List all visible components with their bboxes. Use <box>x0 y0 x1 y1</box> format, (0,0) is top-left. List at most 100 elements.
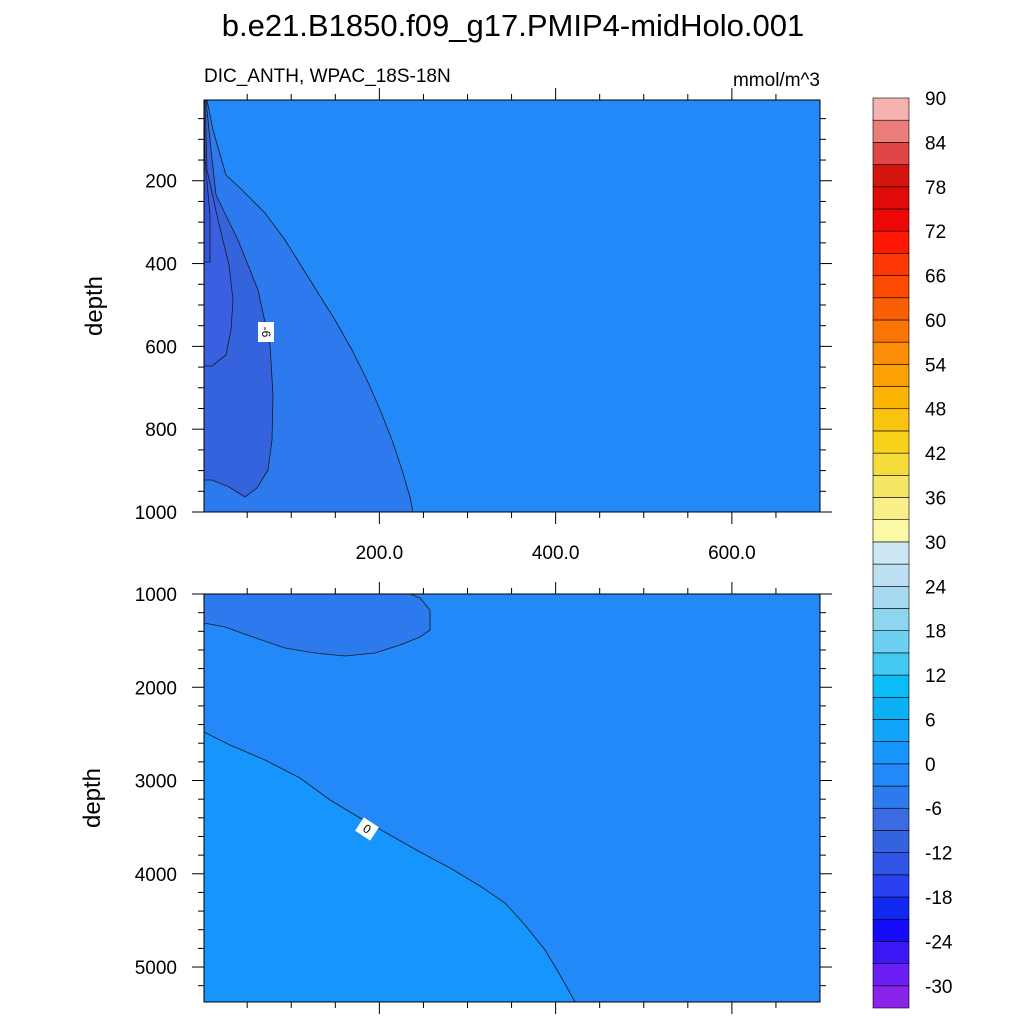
colorbar-swatch <box>872 585 910 609</box>
colorbar-label: 54 <box>925 355 947 376</box>
colorbar-swatch <box>872 297 910 321</box>
colorbar-label: -6 <box>925 799 942 820</box>
colorbar-swatch <box>872 563 910 587</box>
colorbar-label: -18 <box>925 888 952 909</box>
subtitle-left: DIC_ANTH, WPAC_18S-18N <box>204 66 451 87</box>
colorbar-label: 6 <box>925 710 936 731</box>
colorbar-label: -24 <box>925 932 953 953</box>
colorbar-label: 48 <box>925 400 946 421</box>
colorbar-swatch <box>872 142 910 165</box>
lower-y-tick-label: 5000 <box>135 958 177 979</box>
colorbar-swatch <box>872 985 910 1009</box>
upper-region-minus12 <box>204 100 210 262</box>
colorbar-swatch <box>872 608 910 631</box>
colorbar-label: 66 <box>925 267 946 288</box>
colorbar-swatch <box>872 674 910 698</box>
colorbar-swatch <box>872 452 910 476</box>
lower-ticks: 1000 2000 3000 4000 5000 <box>135 582 832 1014</box>
colorbar-label: 84 <box>925 133 947 154</box>
colorbar-swatch <box>872 541 910 565</box>
upper-y-tick-label: 600 <box>145 337 177 358</box>
upper-ticks: 200.0 400.0 600.0 200 400 600 800 1000 <box>135 88 832 564</box>
upper-x-tick-label: 400.0 <box>532 543 580 564</box>
colorbar-swatch <box>872 918 910 942</box>
upper-panel: -6 200.0 400.0 600.0 200 400 600 800 1000 <box>135 88 832 564</box>
lower-region-minus3 <box>204 594 430 656</box>
lower-y-tick-label: 1000 <box>135 585 177 606</box>
colorbar-swatch <box>872 475 910 498</box>
colorbar-swatch <box>872 830 910 853</box>
colorbar-swatch <box>872 386 910 410</box>
colorbar-label: 60 <box>925 311 946 332</box>
colorbar-swatch <box>872 785 910 809</box>
colorbar-label: 0 <box>925 755 936 776</box>
lower-y-axis-label: depth <box>79 768 106 828</box>
colorbar-swatch <box>872 119 910 143</box>
upper-y-tick-label: 1000 <box>135 503 177 524</box>
upper-contour-minus3 <box>206 99 414 513</box>
colorbar-label: 42 <box>925 444 946 465</box>
colorbar-label: -12 <box>925 844 952 865</box>
upper-y-tick-label: 200 <box>145 172 177 193</box>
colorbar-label: 36 <box>925 489 946 510</box>
upper-contour-minus12 <box>203 99 211 263</box>
colorbar-swatch <box>872 652 910 676</box>
upper-x-tick-label: 600.0 <box>708 543 756 564</box>
colorbar-label: 30 <box>925 533 946 554</box>
upper-contour-label: -6 <box>258 322 274 342</box>
colorbar-swatch <box>872 497 910 521</box>
colorbar-swatch <box>872 97 910 121</box>
colorbar-swatch <box>872 275 910 299</box>
upper-region-minus9 <box>204 100 233 366</box>
lower-y-tick-label: 2000 <box>135 678 177 699</box>
colorbar-swatch <box>872 719 910 742</box>
colorbar-swatch <box>872 763 910 787</box>
colorbar-swatch <box>872 630 910 654</box>
colorbar-label: 78 <box>925 178 946 199</box>
colorbar-swatch <box>872 696 910 720</box>
colorbar-label: 18 <box>925 622 946 643</box>
colorbar-swatch <box>872 741 910 765</box>
colorbar-swatch <box>872 852 910 876</box>
colorbar-swatch <box>872 519 910 543</box>
upper-contour-label-text: -6 <box>259 327 273 338</box>
colorbar-swatch <box>872 164 910 188</box>
colorbar-label: 72 <box>925 222 946 243</box>
upper-y-tick-label: 400 <box>145 255 177 276</box>
upper-y-tick-label: 800 <box>145 420 177 441</box>
lower-y-tick-label: 4000 <box>135 865 177 886</box>
colorbar-swatch <box>872 208 910 232</box>
subtitle-right: mmol/m^3 <box>733 70 820 91</box>
colorbar-label: 12 <box>925 666 946 687</box>
chart-title: b.e21.B1850.f09_g17.PMIP4-midHolo.001 <box>222 8 805 43</box>
colorbar-swatch <box>872 341 910 365</box>
lower-contour-minus3 <box>203 593 431 657</box>
colorbar-swatch <box>872 230 910 254</box>
upper-contour-minus9 <box>204 99 234 367</box>
colorbar-label: -30 <box>925 977 952 998</box>
upper-x-tick-label: 200.0 <box>356 543 404 564</box>
lower-contour-zero <box>203 731 576 1003</box>
colorbar-swatch <box>872 430 910 454</box>
lower-region-plus3 <box>204 732 575 1002</box>
colorbar-swatch <box>872 186 910 210</box>
colorbar-swatch <box>872 807 910 831</box>
colorbar-swatch <box>872 253 910 276</box>
colorbar-label: 90 <box>925 89 946 110</box>
colorbar-swatch <box>872 896 910 920</box>
upper-region-minus6 <box>204 100 273 497</box>
upper-y-axis-label: depth <box>81 276 108 336</box>
lower-y-tick-label: 3000 <box>135 772 177 793</box>
colorbar-swatch <box>872 963 910 987</box>
lower-contour-label: 0 <box>355 817 379 841</box>
colorbar: 908478726660544842363024181260-6-12-18-2… <box>872 89 953 1009</box>
lower-panel: 0 1000 2000 3000 4000 5000 <box>135 582 832 1014</box>
colorbar-swatch <box>872 408 910 432</box>
colorbar-swatch <box>872 364 910 387</box>
upper-contour-minus6 <box>204 99 274 498</box>
colorbar-swatch <box>872 319 910 343</box>
colorbar-swatch <box>872 874 910 898</box>
colorbar-swatch <box>872 941 910 964</box>
colorbar-label: 24 <box>925 577 947 598</box>
